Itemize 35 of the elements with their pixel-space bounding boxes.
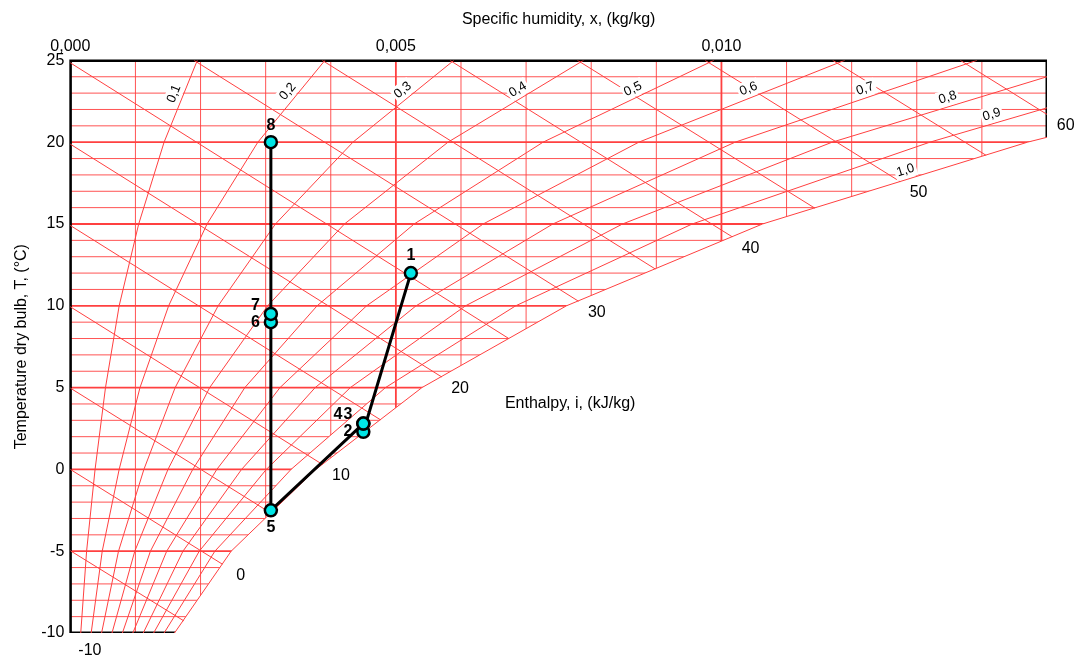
text: 1,0 — [894, 159, 917, 180]
y-axis-title: Temperature dry bulb, T, (°C) — [12, 244, 30, 450]
x-tick-label: 0,010 — [701, 37, 742, 55]
text: 0,1 — [162, 82, 184, 105]
y-tick-label: 10 — [46, 296, 65, 314]
annotation: 4 — [333, 405, 343, 423]
y-tick-label: -10 — [41, 623, 65, 641]
x-tick-label: 0,005 — [375, 37, 416, 55]
text: 0,3 — [390, 77, 414, 102]
y-tick-label: 15 — [46, 214, 65, 232]
text: 0,4 — [505, 77, 529, 100]
text: 0,9 — [980, 104, 1003, 124]
annotation: 8 — [266, 115, 276, 133]
series-label: 50 — [909, 183, 928, 201]
y-tick-label: 5 — [55, 378, 65, 396]
annotation: 3 — [343, 405, 353, 423]
text: 0,6 — [737, 77, 760, 99]
series-label: 0 — [236, 566, 246, 583]
text: 0,2 — [275, 79, 299, 103]
text: 0,8 — [936, 86, 959, 107]
annotation: Enthalpy, i, (kJ/kg) — [504, 394, 636, 412]
series-label: 10 — [332, 466, 350, 484]
text: 0,7 — [853, 77, 876, 98]
series-label: 40 — [741, 238, 760, 256]
y-tick-label: 0 — [55, 459, 65, 477]
y-tick-label: 20 — [46, 132, 65, 150]
text: 0,5 — [621, 77, 644, 99]
text: -10 — [78, 641, 102, 659]
series-label: 60 — [1056, 116, 1075, 134]
annotation: 5 — [266, 517, 276, 535]
y-tick-label: -5 — [50, 541, 65, 559]
annotation: 1 — [406, 246, 416, 264]
series-label: 20 — [451, 378, 470, 396]
x-axis-title: Specific humidity, x, (kg/kg) — [461, 10, 656, 28]
series-label: 30 — [587, 303, 606, 321]
